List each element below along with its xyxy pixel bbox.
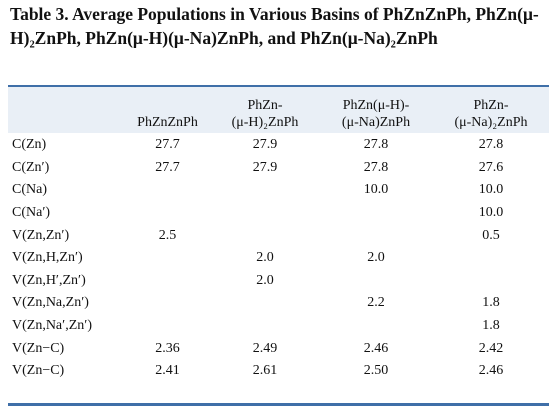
row-label: C(Na) xyxy=(12,182,47,198)
header-line: (μ-H)₂ZnPh xyxy=(231,115,299,130)
table-cell: 27.7 xyxy=(155,137,180,153)
header-band xyxy=(8,85,549,133)
table-cell: 27.7 xyxy=(155,159,180,175)
table-cell xyxy=(319,315,433,338)
table-cell: 2.0 xyxy=(256,272,274,288)
row-label: V(Zn,H′,Zn′) xyxy=(12,272,86,288)
row-label: V(Zn−C) xyxy=(12,340,65,356)
table-cell: 10.0 xyxy=(478,205,504,221)
table-caption: Table 3. Average Populations in Various … xyxy=(10,4,539,48)
table-row: V(Zn−C) 2.36 2.49 2.46 2.42 xyxy=(8,337,549,360)
row-label: C(Na′) xyxy=(12,205,51,221)
header-line: PhZn(μ-H)- xyxy=(342,98,410,113)
header-row: PhZnZnPh PhZn- (μ-H)₂ZnPh PhZn(μ-H)- (μ-… xyxy=(8,87,549,134)
populations-table: PhZnZnPh PhZn- (μ-H)₂ZnPh PhZn(μ-H)- (μ-… xyxy=(8,87,549,383)
table-row: V(Zn,H′,Zn′) 2.0 xyxy=(8,270,549,293)
header-line: PhZn- xyxy=(247,98,283,113)
table-row: C(Zn) 27.7 27.9 27.8 27.8 xyxy=(8,134,549,157)
table-cell: 2.42 xyxy=(478,340,504,356)
table-cell: 10.0 xyxy=(478,182,504,198)
table-row: C(Na) 10.0 10.0 xyxy=(8,179,549,202)
table-cell xyxy=(319,270,433,293)
table-cell: 2.46 xyxy=(363,340,389,356)
table-cell: 2.49 xyxy=(252,340,278,356)
table-cell: 27.6 xyxy=(478,159,504,175)
table-cell xyxy=(211,224,319,247)
row-label: C(Zn′) xyxy=(12,159,50,175)
table-cell: 10.0 xyxy=(363,182,389,198)
table-cell: 2.36 xyxy=(155,340,180,356)
row-label: V(Zn,Zn′) xyxy=(12,227,70,243)
header-line: PhZnZnPh xyxy=(137,115,198,130)
table-cell: 27.8 xyxy=(363,137,389,153)
header-cell-blank xyxy=(8,87,124,134)
table-cell xyxy=(124,179,211,202)
table-cell: 27.8 xyxy=(478,137,504,153)
table-cell: 2.46 xyxy=(478,363,504,379)
table-cell xyxy=(319,202,433,225)
row-label: V(Zn,H,Zn′) xyxy=(12,250,83,266)
table-cell: 2.50 xyxy=(363,363,389,379)
header-cell-mu-na2: PhZn- (μ-Na)₂ZnPh xyxy=(433,87,549,134)
header-line: (μ-Na)ZnPh xyxy=(341,115,411,130)
table-cell xyxy=(433,270,549,293)
table-row: C(Na′) 10.0 xyxy=(8,202,549,225)
table-cell: 2.41 xyxy=(155,363,180,379)
table-cell: 2.61 xyxy=(252,363,278,379)
table-cell: 1.8 xyxy=(482,295,500,311)
table-cell: 2.0 xyxy=(256,250,274,266)
row-label: C(Zn) xyxy=(12,137,47,153)
table-cell xyxy=(124,202,211,225)
table-cell: 1.8 xyxy=(482,318,500,334)
header-line: PhZn- xyxy=(473,98,509,113)
table-cell xyxy=(211,179,319,202)
table-cell: 27.9 xyxy=(252,159,278,175)
table-cell: 2.2 xyxy=(367,295,385,311)
table-cell: 27.8 xyxy=(363,159,389,175)
bottom-rule xyxy=(8,403,549,406)
table-cell: 2.5 xyxy=(158,227,177,243)
table-cell xyxy=(211,202,319,225)
table-cell: 0.5 xyxy=(482,227,500,243)
table-row: V(Zn,Zn′) 2.5 0.5 xyxy=(8,224,549,247)
row-label: V(Zn,Na,Zn′) xyxy=(12,295,89,311)
table-row: V(Zn,Na′,Zn′) 1.8 xyxy=(8,315,549,338)
table-row: V(Zn,H,Zn′) 2.0 2.0 xyxy=(8,247,549,270)
table-cell xyxy=(124,247,211,270)
header-line: (μ-Na)₂ZnPh xyxy=(454,115,528,130)
table-cell xyxy=(124,292,211,315)
row-label: V(Zn−C) xyxy=(12,363,65,379)
table-cell: 2.0 xyxy=(367,250,385,266)
table-cell xyxy=(433,247,549,270)
table-row: V(Zn−C) 2.41 2.61 2.50 2.46 xyxy=(8,360,549,383)
table-cell: 27.9 xyxy=(252,137,278,153)
table-cell xyxy=(319,224,433,247)
row-label: V(Zn,Na′,Zn′) xyxy=(12,318,92,334)
table-cell xyxy=(211,292,319,315)
table-cell xyxy=(211,315,319,338)
table-row: C(Zn′) 27.7 27.9 27.8 27.6 xyxy=(8,157,549,180)
table-row: V(Zn,Na,Zn′) 2.2 1.8 xyxy=(8,292,549,315)
top-rule xyxy=(8,85,549,87)
data-table-container: PhZnZnPh PhZn- (μ-H)₂ZnPh PhZn(μ-H)- (μ-… xyxy=(8,85,549,407)
header-cell-phznznph: PhZnZnPh xyxy=(124,87,211,134)
header-cell-mu-h-mu-na: PhZn(μ-H)- (μ-Na)ZnPh xyxy=(319,87,433,134)
table-cell xyxy=(124,315,211,338)
header-cell-mu-h2: PhZn- (μ-H)₂ZnPh xyxy=(211,87,319,134)
table-cell xyxy=(124,270,211,293)
